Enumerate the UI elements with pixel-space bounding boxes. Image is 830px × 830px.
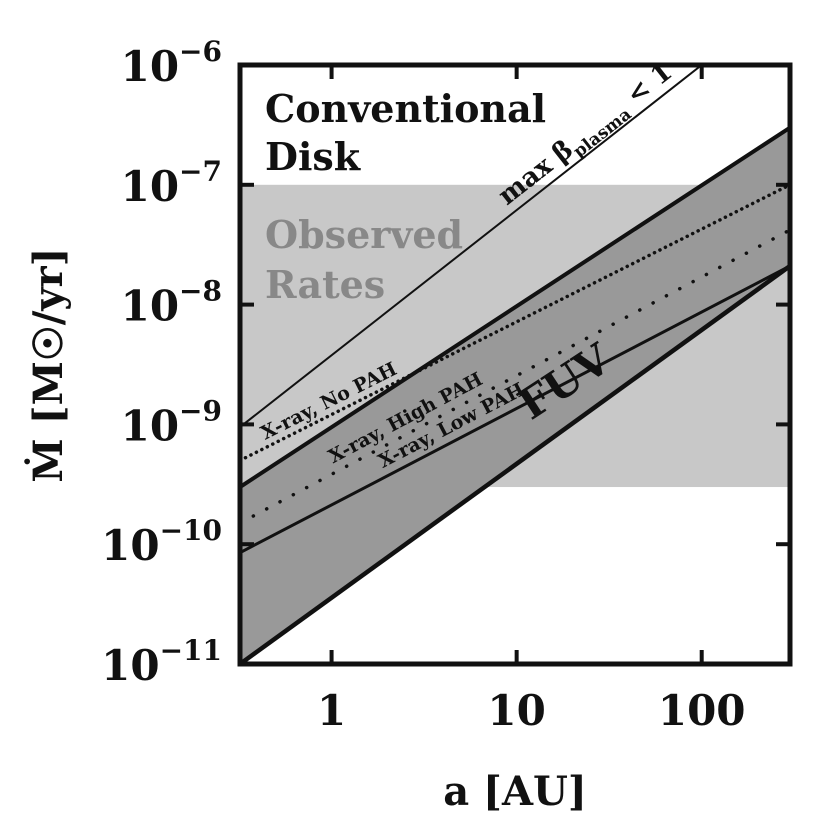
x-tick-label-2: 10 — [487, 686, 545, 735]
y-tick-labels: 10−11 10−10 10−9 10−8 10−7 10−6 — [101, 35, 222, 690]
y-axis-title: Ṁ [M☉/yr] — [25, 247, 72, 482]
plot-area — [240, 65, 790, 664]
x-tick-labels: 1 10 100 — [317, 686, 746, 735]
fuv-lower-boundary — [240, 264, 790, 664]
observed-rates-label-line1: Observed — [265, 212, 463, 257]
fuv-upper-boundary — [240, 125, 790, 489]
fuv-region — [240, 127, 790, 664]
ticks — [240, 63, 790, 666]
y-tick-label-6: 10−6 — [121, 35, 222, 91]
x-axis-title: a [AU] — [443, 768, 587, 815]
series-line-1 — [240, 65, 703, 428]
conventional-disk-label-line1: Conventional — [265, 86, 546, 131]
series-line-2 — [240, 183, 790, 463]
y-tick-label-3: 10−9 — [121, 394, 222, 450]
series-line-4 — [240, 264, 790, 554]
observed-rates-label-line2: Rates — [265, 262, 385, 307]
x-tick-label-1: 1 — [317, 686, 346, 735]
y-tick-label-2: 10−10 — [101, 514, 222, 570]
x-tick-label-3: 100 — [658, 686, 746, 735]
conventional-disk-label-line2: Disk — [265, 134, 361, 179]
y-tick-label-4: 10−8 — [121, 275, 222, 331]
y-tick-label-1: 10−11 — [101, 634, 222, 690]
y-tick-label-5: 10−7 — [121, 155, 222, 211]
